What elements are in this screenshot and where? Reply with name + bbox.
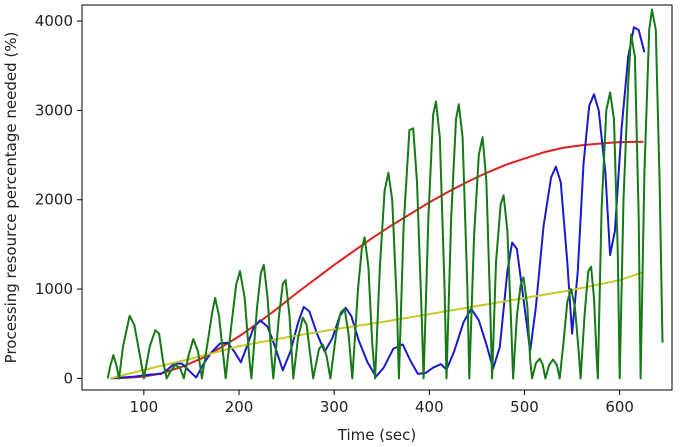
y-tick-label: 1000: [35, 280, 73, 298]
series-layer: [106, 8, 664, 380]
y-tick-label: 4000: [35, 12, 73, 30]
y-tick-label: 0: [63, 369, 73, 387]
y-tick-label: 2000: [35, 191, 73, 209]
plot-frame: [81, 4, 673, 391]
x-axis-label: Time (sec): [337, 426, 416, 444]
x-axis: 100 200 300 400 500 600: [130, 390, 634, 416]
y-axis: 0 1000 2000 3000 4000: [35, 12, 82, 387]
y-tick-label: 3000: [35, 101, 73, 119]
series-line-1: [110, 140, 644, 380]
x-tick-label: 600: [605, 398, 634, 416]
y-axis-label: Processing resource percentage needed (%…: [2, 32, 20, 364]
x-tick-label: 100: [130, 398, 159, 416]
x-tick-label: 200: [225, 398, 254, 416]
x-tick-label: 400: [415, 398, 444, 416]
series-line-4: [106, 8, 664, 380]
x-tick-label: 300: [320, 398, 349, 416]
x-tick-label: 500: [510, 398, 539, 416]
